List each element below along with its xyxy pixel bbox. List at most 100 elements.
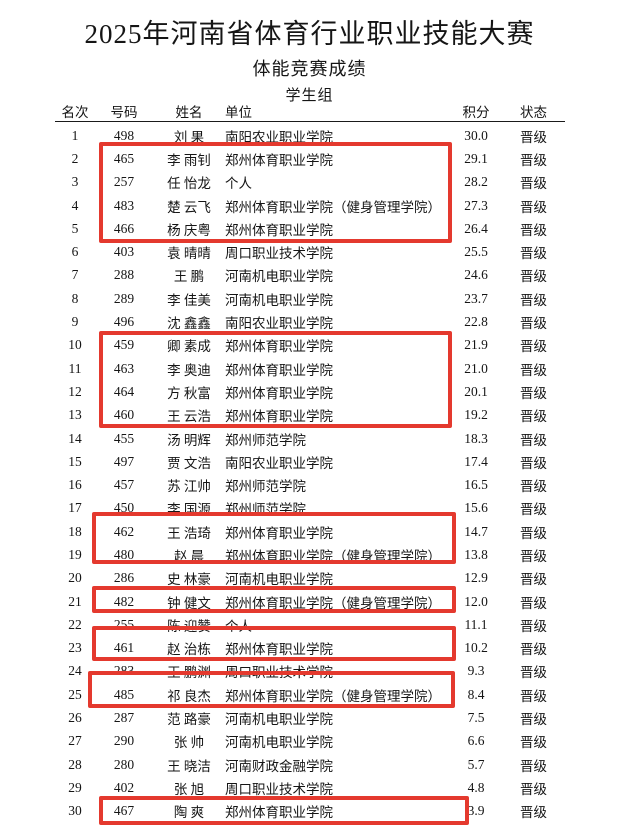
cell-points: 15.6 xyxy=(464,500,488,516)
cell-status: 晋级 xyxy=(520,129,547,145)
cell-name: 袁 晴晴 xyxy=(167,246,211,262)
table-row: 12 464 方 秋富 郑州体育职业学院 20.1 晋级 xyxy=(55,380,565,403)
table-row: 9 496 沈 鑫鑫 南阳农业职业学院 22.8 晋级 xyxy=(55,310,565,333)
cell-points: 3.9 xyxy=(467,803,485,819)
cell-unit: 郑州体育职业学院（健身管理学院） xyxy=(225,595,441,611)
cell-number: 497 xyxy=(113,453,135,469)
table-row: 23 461 赵 治栋 郑州体育职业学院 10.2 晋级 xyxy=(55,637,565,660)
cell-unit: 河南机电职业学院 xyxy=(225,269,333,285)
table-row: 21 482 钟 健文 郑州体育职业学院（健身管理学院） 12.0 晋级 xyxy=(55,590,565,613)
table-row: 19 480 赵 晨 郑州体育职业学院（健身管理学院） 13.8 晋级 xyxy=(55,543,565,566)
cell-rank: 28 xyxy=(68,756,82,772)
cell-unit: 河南机电职业学院 xyxy=(225,735,333,751)
cell-rank: 11 xyxy=(68,360,82,376)
cell-unit: 个人 xyxy=(225,618,252,634)
cell-rank: 10 xyxy=(68,337,82,353)
table-row: 17 450 李 国源 郑州师范学院 15.6 晋级 xyxy=(55,497,565,520)
cell-points: 5.7 xyxy=(467,756,485,772)
cell-points: 21.9 xyxy=(464,337,488,353)
cell-points: 19.2 xyxy=(464,407,488,423)
cell-points: 14.7 xyxy=(464,523,488,539)
cell-unit: 周口职业技术学院 xyxy=(225,665,333,681)
header-rank: 名次 xyxy=(61,104,89,120)
cell-number: 482 xyxy=(113,593,135,609)
cell-number: 403 xyxy=(113,244,135,260)
cell-points: 26.4 xyxy=(464,220,488,236)
cell-rank: 6 xyxy=(71,244,79,260)
table-row: 25 485 祁 良杰 郑州体育职业学院（健身管理学院） 8.4 晋级 xyxy=(55,683,565,706)
cell-rank: 19 xyxy=(68,546,82,562)
cell-name: 张 旭 xyxy=(173,781,205,797)
cell-name: 李 佳美 xyxy=(167,292,211,308)
cell-number: 457 xyxy=(113,477,135,493)
cell-rank: 12 xyxy=(68,383,82,399)
cell-number: 461 xyxy=(113,640,135,656)
header-unit: 单位 xyxy=(225,104,252,120)
cell-points: 6.6 xyxy=(467,733,485,749)
cell-name: 楚 云飞 xyxy=(167,199,211,215)
cell-name: 任 怡龙 xyxy=(167,176,211,192)
results-table-body: 1 498 刘 果南阳农业职业学院 30.0 晋级 2 465 李 雨钊 郑州体育职业学院 29.… xyxy=(55,124,565,823)
cell-number: 460 xyxy=(113,407,135,423)
cell-name: 史 林豪 xyxy=(167,572,211,588)
cell-points: 21.0 xyxy=(464,360,488,376)
cell-number: 463 xyxy=(113,360,135,376)
cell-name: 范 路豪 xyxy=(167,712,211,728)
cell-rank: 18 xyxy=(68,523,82,539)
table-row: 7 288 王 鹏 河南机电职业学院 24.6 晋级 xyxy=(55,264,565,287)
cell-rank: 5 xyxy=(71,220,79,236)
cell-points: 12.9 xyxy=(464,570,488,586)
cell-unit: 南阳农业职业学院 xyxy=(225,129,333,145)
cell-points: 7.5 xyxy=(467,710,485,726)
cell-points: 4.8 xyxy=(467,779,485,795)
table-row: 1 498 刘 果 南阳农业职业学院 30.0 晋级 xyxy=(55,124,565,147)
cell-unit: 郑州体育职业学院 xyxy=(225,805,333,821)
cell-rank: 14 xyxy=(68,430,82,446)
cell-number: 280 xyxy=(113,756,135,772)
cell-number: 465 xyxy=(113,150,135,166)
table-row: 14 455 汤 明辉 郑州师范学院 18.3 晋级 xyxy=(55,427,565,450)
cell-points: 22.8 xyxy=(464,314,488,330)
cell-rank: 16 xyxy=(68,477,82,493)
cell-number: 496 xyxy=(113,314,135,330)
cell-name: 祁 良杰 xyxy=(167,688,211,704)
cell-points: 16.5 xyxy=(464,477,488,493)
cell-unit: 郑州体育职业学院（健身管理学院） xyxy=(225,548,441,564)
cell-status: 晋级 xyxy=(520,479,547,495)
cell-points: 12.0 xyxy=(464,593,488,609)
cell-name: 赵 晨 xyxy=(173,548,205,564)
cell-name: 王 云浩 xyxy=(167,409,211,425)
cell-unit: 郑州体育职业学院（健身管理学院） xyxy=(225,688,441,704)
cell-points: 27.3 xyxy=(464,197,488,213)
cell-rank: 8 xyxy=(71,290,79,306)
cell-points: 23.7 xyxy=(464,290,488,306)
cell-points: 10.2 xyxy=(464,640,488,656)
cell-points: 29.1 xyxy=(464,150,488,166)
cell-status: 晋级 xyxy=(520,246,547,262)
cell-name: 方 秋富 xyxy=(167,385,211,401)
cell-number: 464 xyxy=(113,383,135,399)
table-row: 30 467 陶 爽 郑州体育职业学院 3.9 晋级 xyxy=(55,800,565,823)
cell-rank: 29 xyxy=(68,779,82,795)
cell-number: 462 xyxy=(113,523,135,539)
cell-status: 晋级 xyxy=(520,712,547,728)
table-row: 29 402 张 旭 周口职业技术学院 4.8 晋级 xyxy=(55,776,565,799)
table-row: 8 289 李 佳美 河南机电职业学院 23.7 晋级 xyxy=(55,287,565,310)
cell-name: 李 雨钊 xyxy=(167,152,211,168)
cell-rank: 13 xyxy=(68,407,82,423)
cell-number: 290 xyxy=(113,733,135,749)
cell-status: 晋级 xyxy=(520,758,547,774)
cell-points: 9.3 xyxy=(467,663,485,679)
cell-unit: 郑州体育职业学院 xyxy=(225,362,333,378)
table-row: 3 257 任 怡龙 个人 28.2 晋级 xyxy=(55,171,565,194)
cell-unit: 南阳农业职业学院 xyxy=(225,455,333,471)
cell-unit: 河南财政金融学院 xyxy=(225,758,333,774)
cell-status: 晋级 xyxy=(520,385,547,401)
cell-number: 402 xyxy=(113,779,135,795)
cell-number: 466 xyxy=(113,220,135,236)
header-name: 姓名 xyxy=(175,104,203,120)
cell-points: 28.2 xyxy=(464,174,488,190)
cell-unit: 个人 xyxy=(225,176,252,192)
cell-name: 王 浩琦 xyxy=(167,525,211,541)
cell-number: 467 xyxy=(113,803,135,819)
